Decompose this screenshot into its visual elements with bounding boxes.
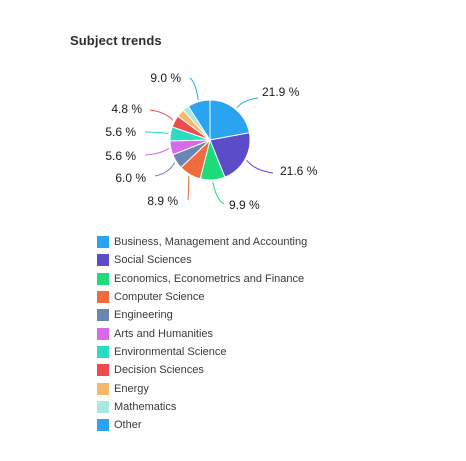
- legend-swatch: [97, 236, 109, 249]
- legend-swatch: [97, 364, 109, 377]
- legend-label: Mathematics: [114, 400, 177, 413]
- pie-slice-other[interactable]: [187, 99, 211, 142]
- data-label-arts-and-humanities: 5.6 %: [105, 149, 136, 163]
- legend-item-engineering[interactable]: Engineering: [97, 306, 307, 324]
- data-label-decision-sciences: 4.8 %: [111, 102, 142, 116]
- legend-item-economics-econometrics-and-finance[interactable]: Economics, Econometrics and Finance: [97, 270, 307, 288]
- data-label-other: 9.0 %: [150, 71, 181, 85]
- leader-line-environmental-science: [144, 131, 169, 134]
- legend-label: Other: [114, 419, 142, 432]
- legend-item-mathematics[interactable]: Mathematics: [97, 398, 307, 416]
- leader-line-economics-econometrics-and-finance: [212, 181, 225, 205]
- data-label-social-sciences: 21.6 %: [280, 164, 318, 178]
- chart-title: Subject trends: [70, 33, 162, 48]
- legend-label: Environmental Science: [114, 345, 227, 358]
- leader-line-business-management-and-accounting: [236, 97, 259, 109]
- data-label-computer-science: 8.9 %: [147, 194, 178, 208]
- leader-line-decision-sciences: [149, 109, 174, 121]
- legend-swatch: [97, 291, 109, 304]
- data-label-business-management-and-accounting: 21.9 %: [262, 85, 300, 99]
- legend-label: Economics, Econometrics and Finance: [114, 272, 305, 285]
- leader-line-computer-science: [187, 176, 190, 201]
- legend-swatch: [97, 272, 109, 285]
- data-label-economics-econometrics-and-finance: 9.9 %: [229, 198, 260, 212]
- chart-legend: Business, Management and Accounting Socia…: [97, 233, 307, 434]
- data-label-environmental-science: 5.6 %: [105, 125, 136, 139]
- legend-item-business-management-and-accounting[interactable]: Business, Management and Accounting: [97, 233, 307, 251]
- legend-item-energy[interactable]: Energy: [97, 379, 307, 397]
- pie-slice-social-sciences[interactable]: [209, 132, 251, 178]
- legend-label: Arts and Humanities: [114, 327, 214, 340]
- legend-item-decision-sciences[interactable]: Decision Sciences: [97, 361, 307, 379]
- legend-swatch: [97, 400, 109, 413]
- legend-label: Social Sciences: [114, 254, 192, 267]
- legend-label: Decision Sciences: [114, 364, 204, 377]
- legend-swatch: [97, 419, 109, 432]
- legend-item-other[interactable]: Other: [97, 416, 307, 434]
- legend-swatch: [97, 327, 109, 340]
- pie-slice-business-management-and-accounting[interactable]: [209, 99, 250, 141]
- legend-label: Computer Science: [114, 291, 205, 304]
- legend-item-computer-science[interactable]: Computer Science: [97, 288, 307, 306]
- legend-item-environmental-science[interactable]: Environmental Science: [97, 343, 307, 361]
- pie-chart: 21.9 % 21.6 % 9.9 % 8.9 %6.0 % 5.6 % 5.6 % 4.8…: [105, 71, 318, 212]
- leader-line-arts-and-humanities: [144, 147, 170, 156]
- legend-swatch: [97, 345, 109, 358]
- legend-item-social-sciences[interactable]: Social Sciences: [97, 251, 307, 269]
- leader-line-engineering: [154, 162, 176, 177]
- legend-swatch: [97, 309, 109, 322]
- legend-swatch: [97, 254, 109, 267]
- leader-line-social-sciences: [246, 159, 274, 174]
- leader-line-other: [189, 77, 199, 100]
- legend-label: Engineering: [114, 309, 173, 322]
- data-label-engineering: 6.0 %: [115, 171, 146, 185]
- legend-label: Energy: [114, 382, 149, 395]
- legend-label: Business, Management and Accounting: [114, 236, 308, 249]
- legend-item-arts-and-humanities[interactable]: Arts and Humanities: [97, 324, 307, 342]
- legend-swatch: [97, 382, 109, 395]
